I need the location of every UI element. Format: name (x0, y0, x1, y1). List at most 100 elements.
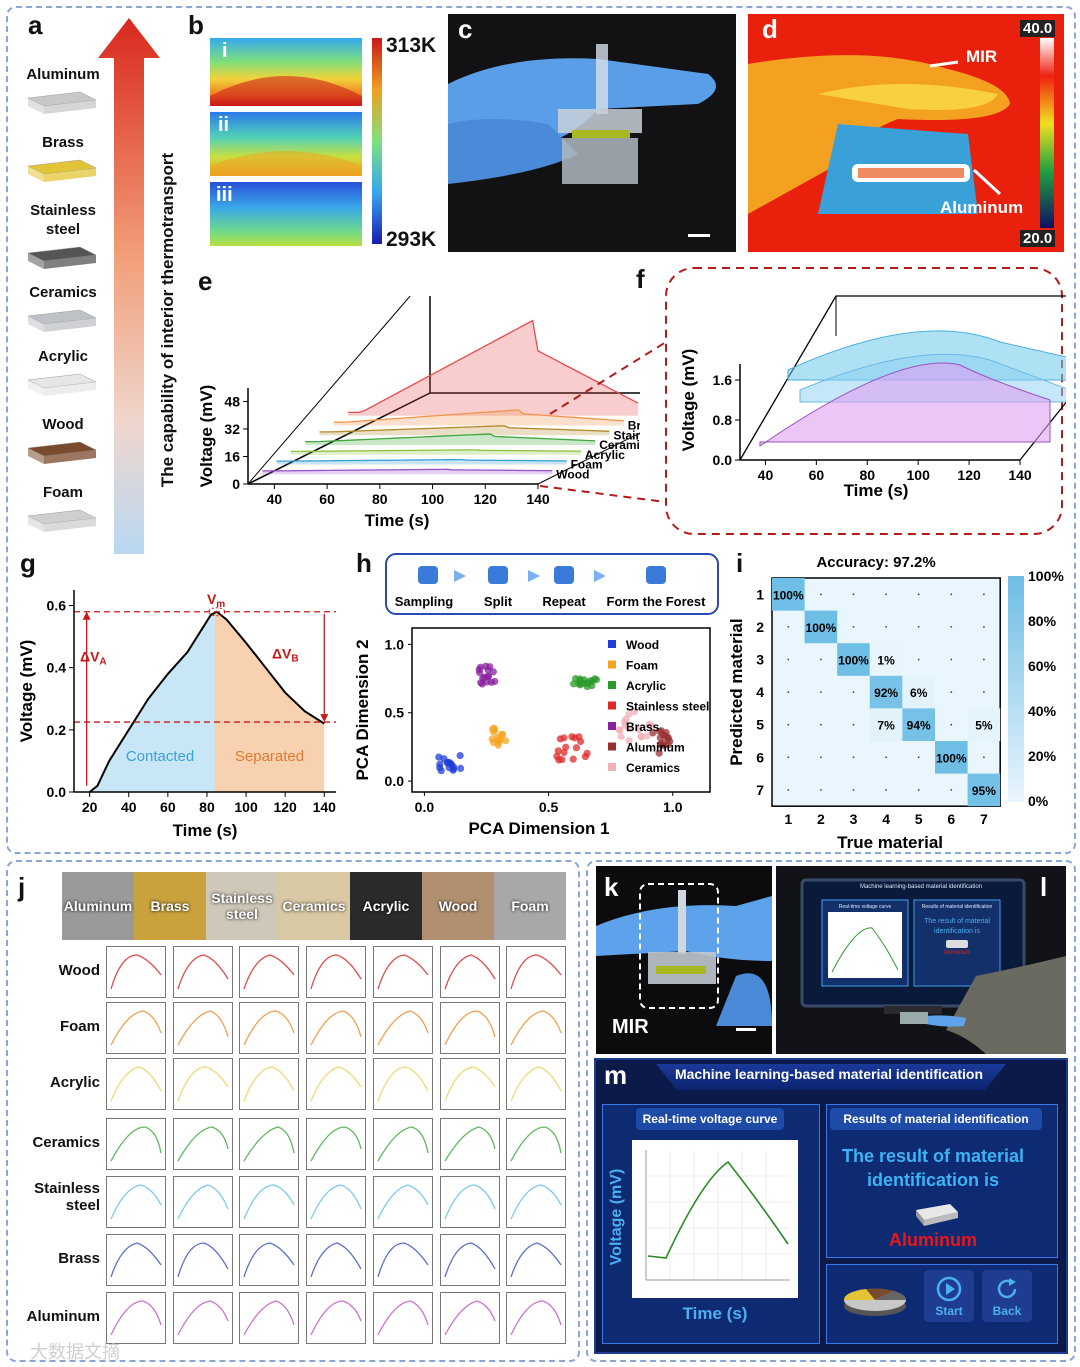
sample-side (28, 448, 44, 464)
mini-curve (177, 1066, 229, 1102)
ml-ui-curve-title: Real-time voltage curve (636, 1108, 784, 1130)
i-cell-value: 6% (910, 686, 928, 700)
g-x-tick-label: 120 (273, 799, 297, 815)
g-dva-sub: A (99, 656, 106, 667)
sample-front (44, 450, 96, 464)
material-name: Wood (42, 416, 84, 433)
column-header-aluminum: Aluminum (62, 872, 134, 940)
mini-curve (110, 1184, 162, 1220)
mini-curve-line (243, 954, 295, 990)
back-button[interactable]: Back (982, 1270, 1032, 1322)
mini-curve-cell (372, 1058, 433, 1110)
e-x-tick-label: 40 (267, 491, 283, 507)
i-cell-value: 1% (877, 654, 895, 668)
i-x-tick-label: 3 (850, 811, 858, 827)
h-point-ceramics (617, 732, 625, 741)
mini-curve-line (110, 1300, 162, 1336)
h-legend-swatch (608, 660, 616, 669)
h-legend-swatch (608, 640, 616, 648)
f-series-wood (759, 362, 1051, 447)
i-cell-empty (917, 658, 920, 661)
h-point-foam (502, 737, 510, 745)
column-header-brass: Brass (134, 872, 206, 940)
mini-curve-cell (172, 1234, 233, 1286)
h-point-wood (443, 758, 451, 767)
e-right-edge (537, 432, 640, 485)
f-y-tick-label: 0.0 (713, 452, 733, 468)
h-legend-label: Stainless steel (626, 700, 709, 714)
i-cell-empty (820, 593, 822, 596)
mini-curve-line (243, 1010, 296, 1046)
mini-curve-cell (172, 1002, 233, 1054)
mini-curve-line (110, 1066, 162, 1102)
m-plot-bg (632, 1140, 798, 1298)
i-colorbar-label: 0% (1028, 793, 1049, 809)
e-series-fill-ceramics (305, 433, 596, 445)
panel-label-f: f (636, 264, 645, 294)
row-label-text: Acrylic (49, 1074, 100, 1091)
h-step-arrow (528, 570, 540, 582)
f-y-tick-label: 0.8 (713, 412, 733, 428)
column-header-wood: Wood (422, 872, 494, 940)
mini-curve-line (510, 1300, 562, 1336)
f-zoom-connector-bottom (540, 485, 667, 503)
i-cell-empty (787, 756, 790, 759)
sample-front (44, 100, 96, 114)
row-label-text: Aluminum (26, 1308, 100, 1325)
i-y-tick-label: 7 (756, 782, 764, 798)
f-y-tick-label: 1.6 (713, 372, 733, 388)
i-x-tick-label: 2 (817, 811, 825, 827)
ml-ui-result-material: Aluminum (889, 1230, 977, 1250)
i-x-tick-label: 1 (784, 811, 792, 827)
h-y-tick-label: 0.5 (385, 705, 405, 721)
h-legend-label: Wood (626, 638, 659, 652)
row-label-text: Stainless (34, 1180, 100, 1197)
chart-i-confusion-matrix: Accuracy: 97.2% 100% 100% 100% 1% 92% 6% 7% 94% 5… (727, 554, 1064, 848)
chart-f-zoom: 40 60 80 100 120 140 0.0 0.8 1.6 Time (s) Voltage … (540, 267, 1066, 535)
refresh-icon (997, 1278, 1017, 1299)
h-y-tick-label: 0.0 (385, 773, 405, 789)
i-cell-empty (852, 789, 855, 791)
h-legend-label: Foam (626, 659, 658, 673)
i-cell-value: 100% (936, 751, 967, 765)
mini-curve (377, 954, 429, 990)
column-header-acrylic: Acrylic (350, 872, 422, 940)
i-cell-empty (820, 756, 822, 759)
i-colorbar-label: 20% (1028, 748, 1057, 764)
i-colorbar-label: 80% (1028, 613, 1057, 629)
mini-curve-line (177, 954, 229, 990)
i-cell (869, 643, 903, 676)
mini-curve (510, 1010, 562, 1046)
mini-curve-cell (439, 1118, 500, 1170)
i-y-axis-title: Predicted material (727, 618, 746, 765)
mini-curve-cell (439, 1176, 500, 1228)
row-label: Stainless steel (8, 1180, 100, 1214)
i-cell-empty (787, 691, 790, 693)
mini-curve-cell (506, 1234, 567, 1286)
row-label: Aluminum (8, 1308, 100, 1325)
mini-curve (377, 1242, 429, 1278)
column-header-ceramics: Ceramics (278, 872, 350, 940)
h-x-axis-title: PCA Dimension 1 (468, 819, 609, 838)
e-x-tick-label: 140 (526, 491, 550, 507)
panel-label-c: c (458, 14, 473, 44)
g-dva-label: ΔVA (80, 648, 107, 667)
panel-label-g: g (20, 548, 36, 578)
h-point-ceramics (615, 726, 623, 734)
h-legend-swatch (608, 681, 616, 689)
ir-label-mir: MIR (966, 47, 998, 66)
temp-scale-min: 293K (386, 228, 437, 251)
mini-curve-line (377, 1184, 429, 1220)
mini-curve-cell (506, 1292, 567, 1344)
start-button[interactable]: Start (924, 1270, 974, 1322)
i-cell-empty (820, 789, 822, 791)
panel-label-k: k (604, 872, 619, 902)
mini-curve (443, 1010, 496, 1046)
g-dvb-sub: B (291, 653, 298, 664)
h-legend-label: Aluminum (626, 741, 685, 755)
mini-curve-cell (106, 1176, 166, 1228)
i-cell-empty (950, 691, 953, 693)
i-cell (869, 708, 903, 741)
g-separated-label: Separated (235, 748, 304, 765)
row-label-text: Foam (59, 1018, 100, 1035)
